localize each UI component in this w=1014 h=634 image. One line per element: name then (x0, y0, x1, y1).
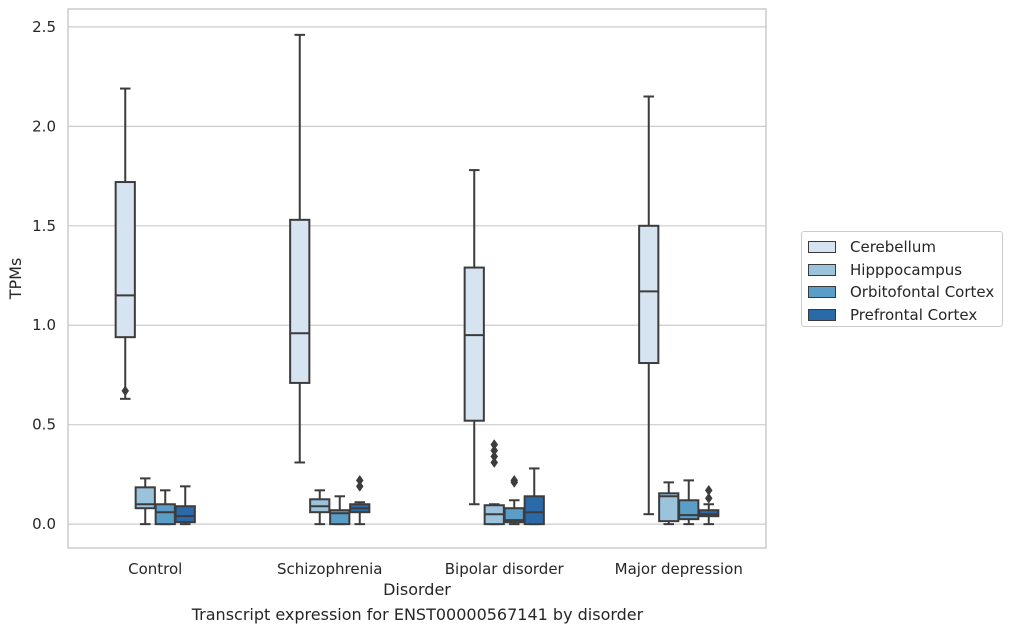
outlier-point (510, 474, 519, 486)
box (658, 492, 680, 523)
y-tick-label: 0.0 (32, 515, 56, 533)
outlier-point (490, 445, 499, 456)
x-tick-label: Schizophrenia (277, 560, 382, 578)
legend-swatch (808, 241, 836, 254)
outlier-point (704, 484, 713, 496)
outlier-point (490, 457, 499, 468)
legend-swatch (808, 286, 836, 299)
plot-area (68, 9, 766, 548)
legend-item: Cerebellum (808, 236, 1002, 259)
x-axis-label: Disorder (383, 580, 451, 599)
box (678, 499, 700, 521)
y-tick-label: 0.5 (32, 416, 56, 434)
legend: Cerebellum Hipppocampus Orbitofontal Corte… (801, 231, 1003, 327)
x-tick-label: Control (128, 560, 182, 578)
legend-item: Hipppocampus (808, 259, 1002, 282)
legend-label: Cerebellum (850, 238, 936, 257)
box (114, 181, 136, 339)
plot-frame (67, 8, 767, 549)
legend-swatch (808, 263, 836, 276)
legend-swatch (808, 308, 836, 321)
outlier-point (355, 480, 364, 492)
legend-label: Orbitofontal Cortex (850, 283, 995, 302)
x-tick-label: Major depression (615, 560, 743, 578)
x-tick-label: Bipolar disorder (445, 560, 565, 578)
box (289, 218, 311, 384)
y-tick-label: 1.5 (32, 217, 56, 235)
legend-item: Orbitofontal Cortex (808, 281, 1002, 304)
outlier-point (490, 451, 499, 462)
y-tick-label: 2.5 (32, 18, 56, 36)
outlier-point (704, 492, 713, 504)
y-tick-label: 2.0 (32, 117, 56, 135)
legend-label: Prefrontal Cortex (850, 305, 978, 324)
legend-item: Prefrontal Cortex (808, 304, 1002, 327)
box (174, 505, 196, 524)
y-axis-label: TPMs (6, 258, 25, 301)
chart-title: Transcript expression for ENST0000056714… (191, 605, 644, 624)
box (134, 486, 156, 510)
outlier-point (490, 439, 499, 451)
y-tick-label: 1.0 (32, 316, 56, 334)
outlier-point (121, 385, 130, 397)
box (638, 224, 660, 365)
legend-label: Hipppocampus (850, 260, 963, 279)
outlier-point (355, 474, 364, 486)
box (523, 495, 545, 526)
box (154, 503, 176, 526)
box (463, 266, 485, 422)
